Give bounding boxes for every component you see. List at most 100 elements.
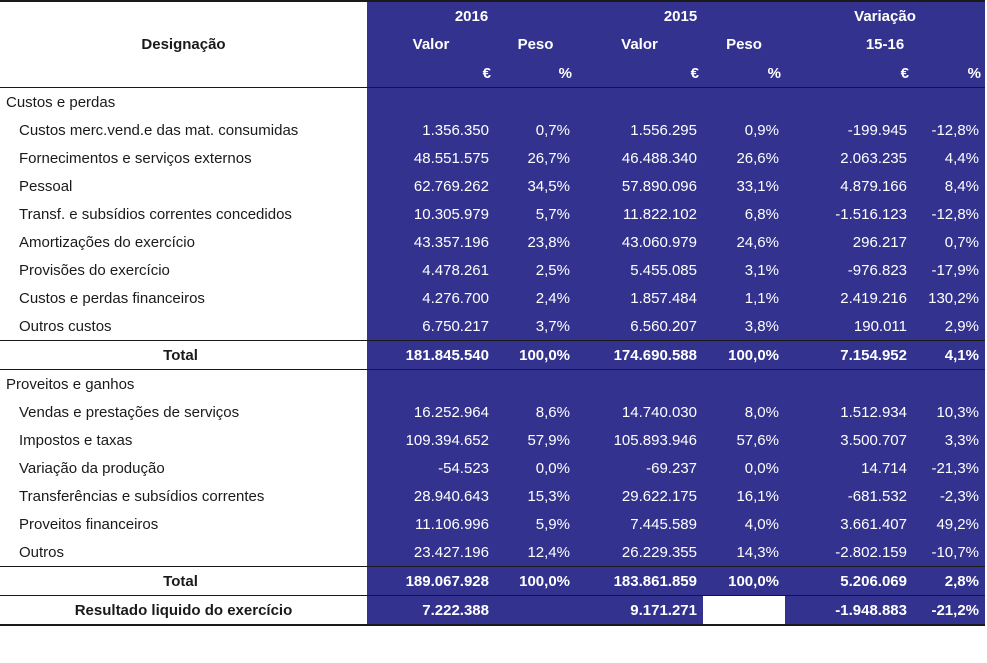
total-var-eur: 5.206.069 xyxy=(785,566,913,596)
custos-total-row: Total 181.845.540 100,0% 174.690.588 100,0% 7… xyxy=(0,340,985,370)
row-p2015: 8,0% xyxy=(703,398,785,426)
header-valor-2016: Valor xyxy=(367,30,495,59)
row-p2016: 57,9% xyxy=(495,426,576,454)
row-v2015: 1.556.295 xyxy=(576,116,703,144)
proveitos-title-fill-0 xyxy=(367,369,495,398)
row-var-eur: 2.419.216 xyxy=(785,284,913,312)
row-v2016: 16.252.964 xyxy=(367,398,495,426)
row-v2015: 7.445.589 xyxy=(576,510,703,538)
row-var-eur: -199.945 xyxy=(785,116,913,144)
row-label: Outros custos xyxy=(19,317,112,335)
row-var-pct: -17,9% xyxy=(913,256,985,284)
unit-pct-2015: % xyxy=(703,59,785,88)
row-v2016: 109.394.652 xyxy=(367,426,495,454)
row-p2016: 5,7% xyxy=(495,200,576,228)
row-p2015: 24,6% xyxy=(703,228,785,256)
row-v2016: 23.427.196 xyxy=(367,538,495,567)
table-row: Variação da produção -54.523 0,0% -69.237 0,… xyxy=(0,454,985,482)
resultado-var-eur: -1.948.883 xyxy=(785,595,913,626)
financial-table: Designação 2016 2015 Variação Valor Peso… xyxy=(0,0,985,626)
total-p2015: 100,0% xyxy=(703,566,785,596)
row-var-pct: -12,8% xyxy=(913,116,985,144)
unit-pct-var: % xyxy=(913,59,985,88)
row-p2015: 57,6% xyxy=(703,426,785,454)
unit-eur-var: € xyxy=(785,59,913,88)
row-v2015: 6.560.207 xyxy=(576,312,703,341)
custos-title-fill-3 xyxy=(703,87,785,116)
row-v2015: 1.857.484 xyxy=(576,284,703,312)
table-row: Impostos e taxas 109.394.652 57,9% 105.893.… xyxy=(0,426,985,454)
row-v2016: 4.478.261 xyxy=(367,256,495,284)
row-p2016: 34,5% xyxy=(495,172,576,200)
table-row: Vendas e prestações de serviços 16.252.96… xyxy=(0,398,985,426)
row-p2015: 33,1% xyxy=(703,172,785,200)
row-v2015: 11.822.102 xyxy=(576,200,703,228)
row-v2015: 105.893.946 xyxy=(576,426,703,454)
row-p2016: 26,7% xyxy=(495,144,576,172)
custos-title-fill-2 xyxy=(576,87,703,116)
custos-title-fill-5 xyxy=(913,87,985,116)
row-p2016: 2,4% xyxy=(495,284,576,312)
row-var-pct: 49,2% xyxy=(913,510,985,538)
row-p2016: 8,6% xyxy=(495,398,576,426)
row-v2015: -69.237 xyxy=(576,454,703,482)
row-p2016: 0,7% xyxy=(495,116,576,144)
proveitos-total-row: Total 189.067.928 100,0% 183.861.859 100,0% 5… xyxy=(0,566,985,596)
row-label: Provisões do exercício xyxy=(19,261,170,279)
row-v2016: 6.750.217 xyxy=(367,312,495,341)
row-var-eur: -976.823 xyxy=(785,256,913,284)
row-label: Proveitos financeiros xyxy=(19,515,159,533)
row-v2016: 10.305.979 xyxy=(367,200,495,228)
total-v2016: 189.067.928 xyxy=(367,566,495,596)
row-var-pct: -21,3% xyxy=(913,454,985,482)
total-p2016: 100,0% xyxy=(495,566,576,596)
header-valor-2015: Valor xyxy=(576,30,703,59)
row-p2015: 3,8% xyxy=(703,312,785,341)
header-periodo: 15-16 xyxy=(785,30,985,59)
table-row: Outros 23.427.196 12,4% 26.229.355 14,3% -2.8… xyxy=(0,538,985,567)
resultado-row: Resultado liquido do exercício 7.222.388… xyxy=(0,595,985,626)
resultado-label: Resultado liquido do exercício xyxy=(0,595,367,626)
custos-section: Custos e perdas Custos merc.vend.e das ma… xyxy=(0,87,985,370)
header-variacao: Variação xyxy=(785,0,985,30)
row-p2015: 0,0% xyxy=(703,454,785,482)
row-p2016: 5,9% xyxy=(495,510,576,538)
total-v2015: 183.861.859 xyxy=(576,566,703,596)
row-label: Variação da produção xyxy=(19,459,165,477)
row-var-pct: 8,4% xyxy=(913,172,985,200)
row-var-pct: 2,9% xyxy=(913,312,985,341)
row-v2016: 62.769.262 xyxy=(367,172,495,200)
table-row: Transf. e subsídios correntes concedidos… xyxy=(0,200,985,228)
row-v2015: 14.740.030 xyxy=(576,398,703,426)
resultado-p2015 xyxy=(703,595,785,626)
row-p2016: 2,5% xyxy=(495,256,576,284)
table-row: Outros custos 6.750.217 3,7% 6.560.207 3,8% 1… xyxy=(0,312,985,341)
total-var-pct: 2,8% xyxy=(913,566,985,596)
row-var-eur: 1.512.934 xyxy=(785,398,913,426)
row-p2016: 3,7% xyxy=(495,312,576,341)
table-row: Provisões do exercício 4.478.261 2,5% 5.455… xyxy=(0,256,985,284)
row-label: Outros xyxy=(19,543,65,561)
row-var-eur: -681.532 xyxy=(785,482,913,510)
header-peso-2015: Peso xyxy=(703,30,785,59)
header-peso-2016: Peso xyxy=(495,30,576,59)
table-row: Amortizações do exercício 43.357.196 23,8%… xyxy=(0,228,985,256)
row-var-pct: -10,7% xyxy=(913,538,985,567)
row-v2015: 29.622.175 xyxy=(576,482,703,510)
row-v2016: 28.940.643 xyxy=(367,482,495,510)
resultado-v2016: 7.222.388 xyxy=(367,595,495,626)
row-var-pct: -2,3% xyxy=(913,482,985,510)
row-var-eur: 3.661.407 xyxy=(785,510,913,538)
resultado-var-pct: -21,2% xyxy=(913,595,985,626)
row-p2015: 4,0% xyxy=(703,510,785,538)
total-v2016: 181.845.540 xyxy=(367,340,495,370)
custos-title-fill-4 xyxy=(785,87,913,116)
row-var-eur: -1.516.123 xyxy=(785,200,913,228)
row-var-eur: 190.011 xyxy=(785,312,913,341)
row-label: Pessoal xyxy=(19,177,73,195)
row-v2016: 43.357.196 xyxy=(367,228,495,256)
row-label: Transferências e subsídios correntes xyxy=(19,487,265,505)
row-var-pct: 0,7% xyxy=(913,228,985,256)
unit-eur-2016: € xyxy=(367,59,495,88)
header-year-2016: 2016 xyxy=(367,0,576,30)
